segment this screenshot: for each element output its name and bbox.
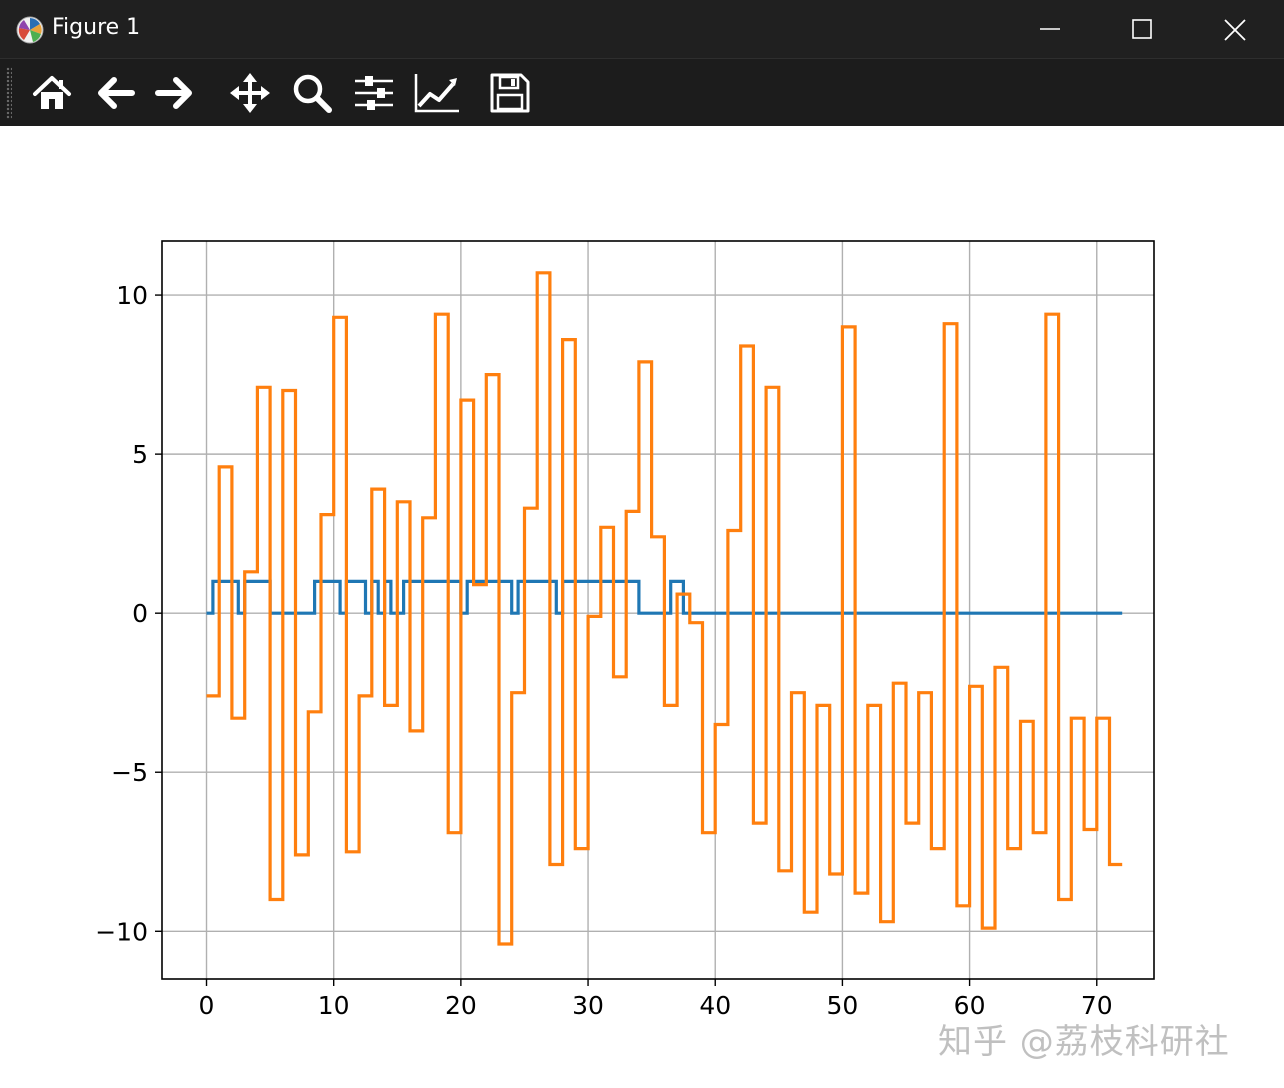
y-tick-label: 10 xyxy=(116,281,148,310)
series-lines xyxy=(206,271,1123,946)
close-button[interactable] xyxy=(1188,0,1280,58)
window-title: Figure 1 xyxy=(52,15,141,40)
grid-lines xyxy=(162,241,1154,979)
sliders-icon xyxy=(355,76,393,110)
maximize-button[interactable] xyxy=(1096,0,1188,58)
minimize-button[interactable] xyxy=(1004,0,1096,58)
y-tick-label: 0 xyxy=(132,599,148,628)
move-icon xyxy=(230,73,270,113)
minimize-icon xyxy=(1040,28,1060,30)
y-tick-label: −5 xyxy=(111,758,148,787)
magnifier-icon xyxy=(293,74,332,113)
forward-button[interactable] xyxy=(149,67,201,119)
series-2-line xyxy=(206,271,1123,946)
back-button[interactable] xyxy=(89,67,141,119)
floppy-disk-icon xyxy=(490,73,530,113)
home-button[interactable] xyxy=(26,67,78,119)
x-tick-label: 40 xyxy=(699,991,731,1020)
figure-canvas[interactable]: 0 10 20 30 40 50 60 70 10 5 0 −5 −10 xyxy=(0,126,1284,1088)
navigation-toolbar xyxy=(0,58,1284,127)
axes-frame xyxy=(161,240,1155,980)
x-tick-label: 60 xyxy=(954,991,986,1020)
title-bar[interactable]: Figure 1 xyxy=(0,0,1284,58)
line-chart-icon xyxy=(414,74,459,113)
configure-subplots-button[interactable] xyxy=(348,67,400,119)
back-arrow-icon xyxy=(98,77,135,109)
y-tick-label: 5 xyxy=(132,440,148,469)
edit-axis-button[interactable] xyxy=(408,67,460,119)
toolbar-grip[interactable] xyxy=(6,67,12,119)
zoom-button[interactable] xyxy=(286,67,338,119)
save-button[interactable] xyxy=(484,67,536,119)
y-tick-label: −10 xyxy=(95,917,148,946)
x-tick-label: 70 xyxy=(1081,991,1113,1020)
x-tick-label: 10 xyxy=(318,991,350,1020)
close-icon xyxy=(1224,19,1246,41)
x-tick-label: 20 xyxy=(445,991,477,1020)
maximize-icon xyxy=(1132,19,1152,39)
forward-arrow-icon xyxy=(155,77,192,109)
pan-button[interactable] xyxy=(224,67,276,119)
x-tick-label: 30 xyxy=(572,991,604,1020)
home-icon xyxy=(33,76,71,109)
x-tick-label: 0 xyxy=(199,991,215,1020)
matplotlib-logo-icon xyxy=(16,16,44,44)
x-tick-label: 50 xyxy=(827,991,859,1020)
watermark-text: 知乎 @荔枝科研社 xyxy=(938,1022,1230,1062)
